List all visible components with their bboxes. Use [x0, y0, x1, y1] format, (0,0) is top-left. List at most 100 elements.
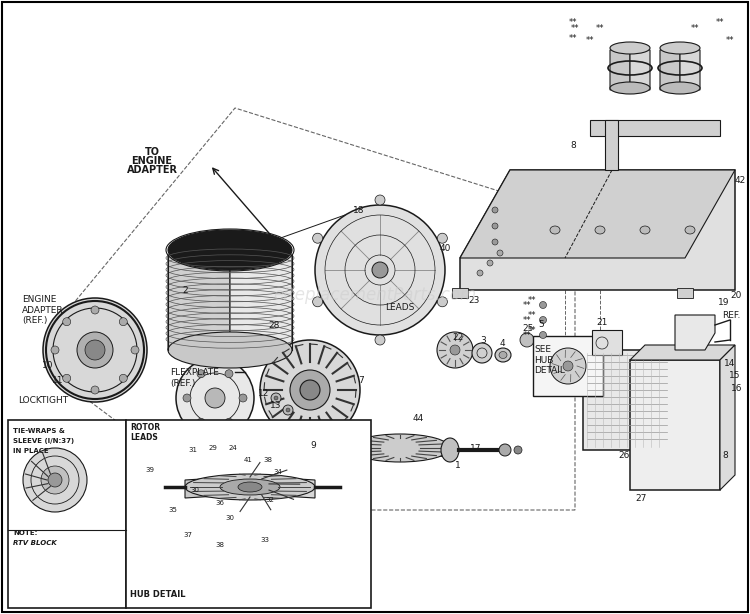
Text: 9: 9	[310, 440, 316, 449]
Text: TO: TO	[145, 147, 160, 157]
Circle shape	[514, 446, 522, 454]
Circle shape	[23, 448, 87, 512]
Polygon shape	[610, 46, 630, 90]
Text: 10: 10	[42, 360, 53, 370]
Circle shape	[197, 370, 205, 378]
Bar	[8, 420, 126, 608]
Circle shape	[63, 317, 70, 325]
Circle shape	[477, 270, 483, 276]
Circle shape	[520, 333, 534, 347]
Ellipse shape	[499, 351, 507, 359]
Circle shape	[91, 386, 99, 394]
Text: LEADS: LEADS	[130, 433, 158, 442]
Circle shape	[274, 396, 278, 400]
Text: ENGINE: ENGINE	[131, 156, 172, 166]
Circle shape	[119, 375, 128, 383]
Circle shape	[286, 408, 290, 412]
Text: 5: 5	[538, 319, 544, 328]
Text: 4: 4	[500, 338, 506, 348]
Ellipse shape	[660, 42, 700, 54]
Text: 21: 21	[596, 317, 608, 327]
Ellipse shape	[176, 358, 254, 438]
Circle shape	[239, 394, 247, 402]
Ellipse shape	[660, 82, 700, 94]
Text: 18: 18	[353, 206, 364, 214]
Circle shape	[91, 306, 99, 314]
Polygon shape	[630, 345, 735, 360]
Text: 24: 24	[229, 445, 237, 451]
Text: 3: 3	[480, 335, 486, 344]
Text: 42: 42	[735, 176, 746, 184]
Text: **: **	[586, 36, 594, 44]
Text: 11: 11	[52, 376, 64, 384]
Ellipse shape	[185, 474, 315, 500]
Circle shape	[183, 394, 191, 402]
Text: LOCKTIGHT: LOCKTIGHT	[18, 395, 68, 405]
Polygon shape	[168, 245, 230, 350]
Text: RTV BLOCK: RTV BLOCK	[13, 540, 57, 546]
Ellipse shape	[595, 226, 605, 234]
Text: 23: 23	[468, 295, 479, 305]
Text: **: **	[596, 23, 604, 33]
Text: 37: 37	[184, 532, 193, 538]
Circle shape	[375, 195, 385, 205]
Bar	[630, 360, 720, 490]
Bar	[533, 336, 603, 396]
Circle shape	[437, 297, 447, 307]
Text: 30: 30	[190, 487, 200, 493]
Polygon shape	[185, 476, 250, 498]
Circle shape	[225, 418, 233, 426]
Text: 25: 25	[522, 324, 533, 333]
Text: REF.: REF.	[722, 311, 740, 319]
Circle shape	[77, 332, 113, 368]
Text: 2: 2	[182, 286, 188, 295]
Text: FLEXPLATE
(REF.): FLEXPLATE (REF.)	[170, 368, 219, 387]
Polygon shape	[720, 345, 735, 490]
Text: SLEEVE (I/N:37): SLEEVE (I/N:37)	[13, 438, 74, 444]
Circle shape	[43, 298, 147, 402]
Text: 38: 38	[263, 457, 272, 463]
Text: 33: 33	[260, 537, 269, 543]
Text: LEADS: LEADS	[385, 303, 415, 311]
Text: **: **	[523, 316, 531, 325]
Text: 8: 8	[722, 451, 728, 459]
Text: SEE
HUB
DETAIL: SEE HUB DETAIL	[534, 345, 565, 375]
Text: 34: 34	[274, 469, 283, 475]
Text: HUB DETAIL: HUB DETAIL	[130, 590, 185, 599]
Ellipse shape	[341, 438, 359, 462]
Text: 17: 17	[470, 443, 482, 453]
Text: 19: 19	[718, 298, 730, 306]
Text: 27: 27	[635, 494, 646, 502]
Circle shape	[225, 370, 233, 378]
Polygon shape	[460, 170, 735, 258]
Circle shape	[539, 316, 547, 324]
Bar	[677, 288, 693, 298]
Ellipse shape	[610, 42, 650, 54]
Circle shape	[499, 444, 511, 456]
Circle shape	[492, 223, 498, 229]
Circle shape	[539, 301, 547, 308]
Ellipse shape	[238, 482, 262, 492]
Text: 30: 30	[226, 515, 235, 521]
Text: 40: 40	[440, 244, 452, 252]
Polygon shape	[680, 46, 700, 90]
Text: 13: 13	[270, 400, 281, 410]
Text: ENGINE
ADAPTER
(REF.): ENGINE ADAPTER (REF.)	[22, 295, 64, 325]
Text: 39: 39	[146, 467, 154, 473]
Circle shape	[372, 262, 388, 278]
Ellipse shape	[550, 226, 560, 234]
Text: 35: 35	[169, 507, 178, 513]
Ellipse shape	[220, 479, 280, 495]
Text: 20: 20	[730, 290, 741, 300]
Text: **: **	[568, 18, 578, 26]
Text: 26: 26	[618, 451, 629, 459]
Bar	[592, 330, 622, 355]
Circle shape	[539, 332, 547, 338]
Text: **: **	[527, 325, 536, 335]
Polygon shape	[660, 46, 680, 90]
Text: 12: 12	[258, 389, 269, 397]
Circle shape	[271, 393, 281, 403]
Ellipse shape	[168, 332, 292, 368]
Circle shape	[313, 233, 322, 243]
Polygon shape	[675, 315, 715, 350]
